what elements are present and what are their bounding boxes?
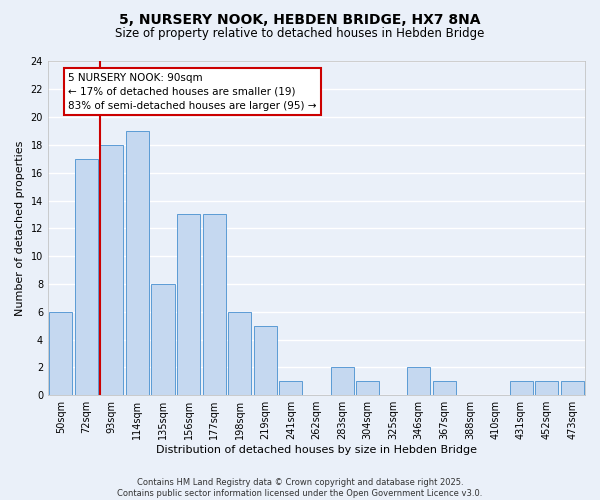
Bar [100, 145, 124, 395]
Bar [49, 312, 72, 395]
Bar [177, 214, 200, 395]
Bar [535, 382, 558, 395]
Bar [151, 284, 175, 395]
Text: Contains HM Land Registry data © Crown copyright and database right 2025.
Contai: Contains HM Land Registry data © Crown c… [118, 478, 482, 498]
Bar [433, 382, 456, 395]
Text: 5, NURSERY NOOK, HEBDEN BRIDGE, HX7 8NA: 5, NURSERY NOOK, HEBDEN BRIDGE, HX7 8NA [119, 12, 481, 26]
Bar [75, 159, 98, 395]
Text: 5 NURSERY NOOK: 90sqm
← 17% of detached houses are smaller (19)
83% of semi-deta: 5 NURSERY NOOK: 90sqm ← 17% of detached … [68, 72, 317, 110]
Text: Size of property relative to detached houses in Hebden Bridge: Size of property relative to detached ho… [115, 28, 485, 40]
Bar [254, 326, 277, 395]
Bar [280, 382, 302, 395]
Bar [561, 382, 584, 395]
Bar [356, 382, 379, 395]
X-axis label: Distribution of detached houses by size in Hebden Bridge: Distribution of detached houses by size … [156, 445, 477, 455]
Bar [126, 131, 149, 395]
Bar [407, 368, 430, 395]
Bar [203, 214, 226, 395]
Bar [228, 312, 251, 395]
Y-axis label: Number of detached properties: Number of detached properties [15, 140, 25, 316]
Bar [509, 382, 533, 395]
Bar [331, 368, 353, 395]
